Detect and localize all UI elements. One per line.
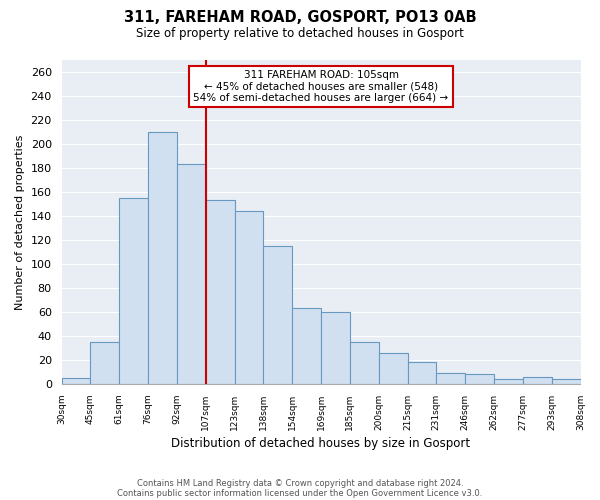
X-axis label: Distribution of detached houses by size in Gosport: Distribution of detached houses by size …	[172, 437, 470, 450]
Bar	[465, 374, 494, 384]
Bar	[379, 353, 407, 384]
Bar	[321, 312, 350, 384]
Bar	[177, 164, 206, 384]
Bar	[494, 379, 523, 384]
Bar	[91, 342, 119, 384]
Bar	[62, 378, 91, 384]
Bar	[119, 198, 148, 384]
Text: 311 FAREHAM ROAD: 105sqm
← 45% of detached houses are smaller (548)
54% of semi-: 311 FAREHAM ROAD: 105sqm ← 45% of detach…	[193, 70, 449, 103]
Y-axis label: Number of detached properties: Number of detached properties	[15, 134, 25, 310]
Bar	[551, 379, 581, 384]
Bar	[350, 342, 379, 384]
Text: Contains public sector information licensed under the Open Government Licence v3: Contains public sector information licen…	[118, 488, 482, 498]
Text: Contains HM Land Registry data © Crown copyright and database right 2024.: Contains HM Land Registry data © Crown c…	[137, 478, 463, 488]
Bar	[523, 377, 551, 384]
Text: 311, FAREHAM ROAD, GOSPORT, PO13 0AB: 311, FAREHAM ROAD, GOSPORT, PO13 0AB	[124, 10, 476, 25]
Bar	[436, 373, 465, 384]
Text: Size of property relative to detached houses in Gosport: Size of property relative to detached ho…	[136, 28, 464, 40]
Bar	[148, 132, 177, 384]
Bar	[235, 211, 263, 384]
Bar	[292, 308, 321, 384]
Bar	[407, 362, 436, 384]
Bar	[263, 246, 292, 384]
Bar	[206, 200, 235, 384]
